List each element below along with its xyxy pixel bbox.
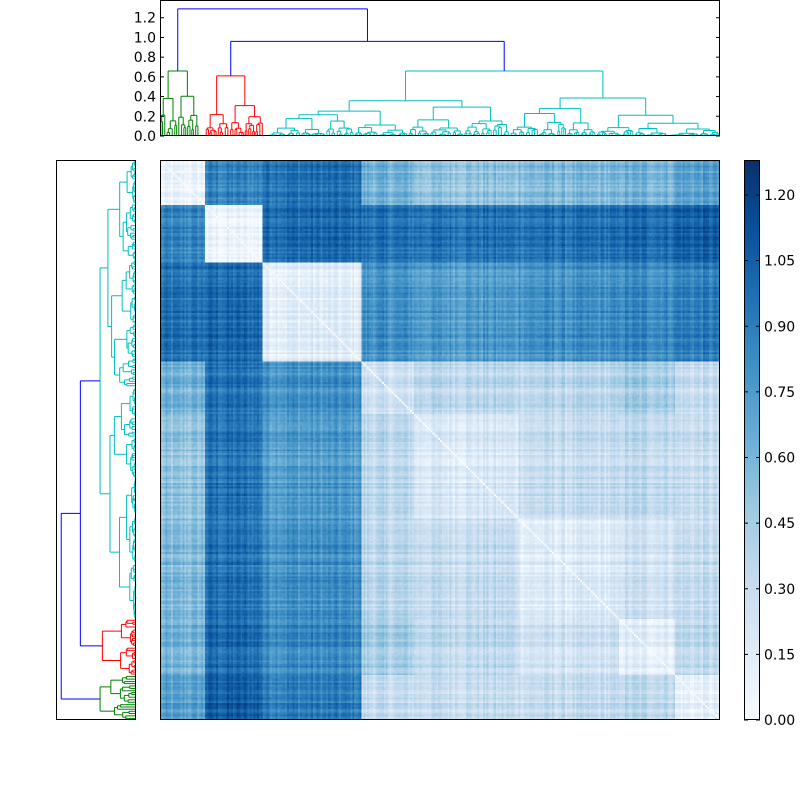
y-tick-label: 0.2 [134, 109, 156, 125]
top-dendrogram-frame [160, 0, 720, 136]
tick-labels: 0.0 0.2 0.4 0.6 0.8 1.0 1.2 0.00 0.15 0.30 0.45 0.6… [134, 11, 795, 729]
heatmap-frame [160, 160, 720, 720]
left-dendrogram-frame [56, 160, 136, 720]
colorbar-tick-label: 0.75 [764, 385, 795, 401]
colorbar-tick-label: 0.60 [764, 451, 795, 467]
left-dendrogram [60, 160, 137, 720]
colorbar [744, 160, 760, 720]
colorbar-tick-label: 0.90 [764, 319, 795, 335]
colorbar-tick-label: 0.45 [764, 516, 795, 532]
y-tick-label: 0.4 [134, 90, 156, 106]
y-tick-label: 0.0 [134, 129, 156, 145]
colorbar-tick-label: 1.20 [764, 188, 795, 204]
y-tick-label: 0.6 [134, 70, 156, 86]
colorbar-tick-label: 0.00 [764, 713, 795, 729]
colorbar-tick-label: 1.05 [764, 254, 795, 270]
colorbar-tick-label: 0.30 [764, 582, 795, 598]
top-dendrogram [160, 8, 720, 137]
colorbar-frame [744, 160, 760, 720]
y-tick-label: 1.0 [134, 30, 156, 46]
y-tick-label: 0.8 [134, 50, 156, 66]
heatmap [160, 160, 720, 720]
heatmap-image [160, 160, 720, 720]
axes-frames [56, 0, 760, 720]
colorbar-gradient [744, 160, 760, 720]
y-tick-label: 1.2 [134, 11, 156, 27]
colorbar-tick-label: 0.15 [764, 647, 795, 663]
